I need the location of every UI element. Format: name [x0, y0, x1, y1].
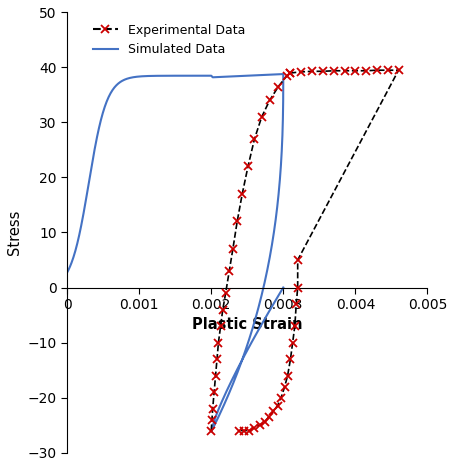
Y-axis label: Stress: Stress: [7, 210, 22, 255]
Legend: Experimental Data, Simulated Data: Experimental Data, Simulated Data: [88, 19, 250, 61]
X-axis label: Plastic Strain: Plastic Strain: [192, 317, 302, 332]
